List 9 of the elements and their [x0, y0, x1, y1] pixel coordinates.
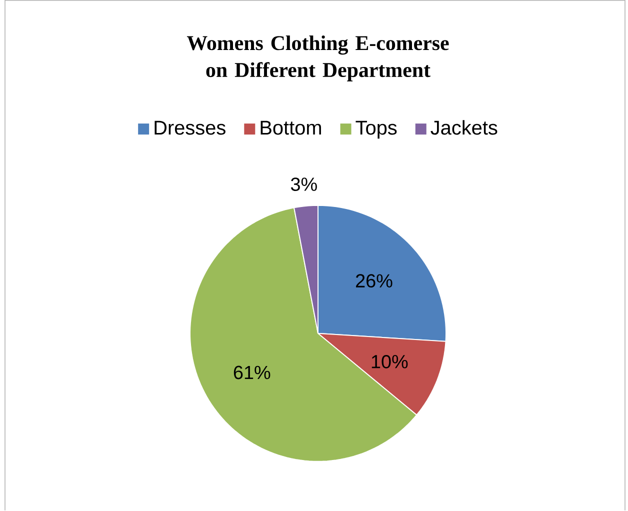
data-label: 3%: [290, 178, 317, 192]
data-label: 61%: [234, 366, 270, 380]
legend-label: Dresses: [154, 120, 226, 135]
legend-label: Tops: [356, 120, 397, 139]
data-label: 10%: [372, 355, 408, 368]
chart-title: Womens Clothing E-comerse on Different Department: [186, 36, 449, 82]
legend-label: Bottom: [260, 120, 321, 135]
legend-label: Jackets: [430, 120, 498, 135]
data-label: 26%: [356, 274, 392, 288]
